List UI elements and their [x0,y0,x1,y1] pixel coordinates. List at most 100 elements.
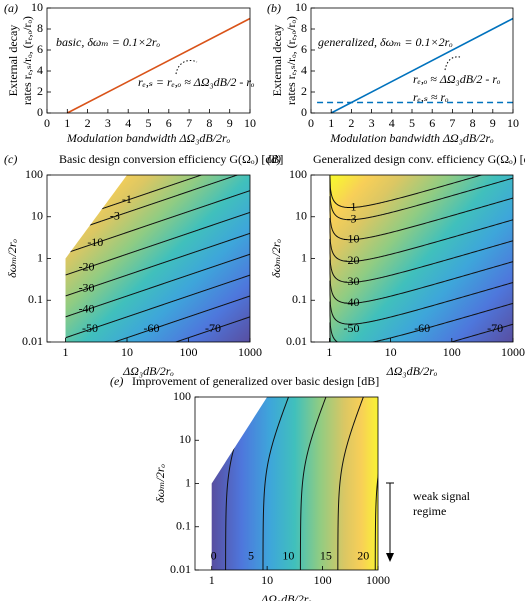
contour-label: -40 [344,295,360,309]
y-tick-label: 0.01 [170,562,191,576]
contour-line [65,232,250,297]
y-tick-label: 0.1 [176,519,191,533]
contour-line [374,397,378,570]
y-tick-label: 0.01 [286,334,307,348]
contour-line [329,259,513,304]
heatmap [211,397,378,570]
contour-label: -1 [122,192,132,206]
y-axis-label: δωₘ/2rₒ [153,464,167,503]
x-tick-label: 5 [409,116,415,130]
x-axis-label: ΔΩ₃dB/2rₒ [386,364,438,378]
contour-line [65,295,250,342]
y-axis-label: External decay [270,25,284,97]
x-tick-label: 3 [105,116,111,130]
x-axis-label: ΔΩ₃dB/2rₒ [122,364,174,378]
x-tick-label: 9 [490,116,496,130]
chart-title: Generalized design conv. efficiency G(Ωₒ… [313,152,525,166]
contour-line [299,397,327,570]
y-tick-label: 100 [25,167,43,181]
y-tick-label: 1 [37,250,43,264]
x-tick-label: 1 [209,573,215,587]
chart-title: Basic design conversion efficiency G(Ωₒ)… [59,152,283,166]
x-tick-label: 1 [326,345,332,359]
contour-line [329,217,513,262]
plot-frame [46,7,251,114]
x-tick-label: 5 [146,116,152,130]
x-tick-label: 4 [125,116,131,130]
x-tick-label: 1 [63,345,69,359]
annotation: basic, δωₘ = 0.1×2rₒ [56,35,161,49]
panel-label: (a) [4,1,18,15]
x-tick-label: 6 [166,116,172,130]
x-tick-label: 1000 [238,345,262,359]
y-tick-label: 10 [31,0,43,14]
x-tick-label: 7 [186,116,192,130]
contour-line [65,175,250,234]
contour-label: -70 [487,321,503,335]
contour-label: -10 [344,231,360,245]
contour-label: -50 [344,321,360,335]
x-tick-label: 6 [429,116,435,130]
x-tick-label: 1000 [501,345,525,359]
contour-label: -30 [79,281,95,295]
contour-label: -60 [414,321,430,335]
y-tick-label: 1 [185,475,191,489]
y-tick-label: 6 [37,42,43,56]
x-tick-label: 10 [261,573,273,587]
contour-label: -20 [79,260,95,274]
contour-line [65,211,250,276]
annotation: rₑ,ₛ ≈ rₒ [413,90,449,104]
contour-label: 20 [357,549,369,563]
contour-label: -20 [344,253,360,267]
x-tick-label: 4 [389,116,395,130]
contour-line [65,190,250,254]
y-tick-label: 6 [301,42,307,56]
annotation: rₑ,ₛ = rₑ,ₒ ≈ ΔΩ₃dB/2 - rₒ [138,75,255,89]
y-tick-label: 8 [37,21,43,35]
y-tick-label: 1 [301,250,307,264]
panel-label: (d) [267,152,281,166]
x-tick-label: 10 [244,116,256,130]
plot-frame [310,7,514,114]
contour-label: 5 [248,549,254,563]
contour-line [65,274,250,339]
x-tick-label: 10 [385,345,397,359]
y-axis-label: rates rₑ,ₛ/rₒ, (rₑ,ₒ/rₒ) [20,16,34,105]
chart-title: Improvement of generalized over basic de… [132,374,379,388]
arrow-head [386,553,394,562]
contour-label: -3 [110,208,120,222]
annotation: rₑ,ₒ ≈ ΔΩ₃dB/2 - rₒ [413,72,501,86]
line [66,17,251,114]
y-tick-label: 0.1 [28,292,43,306]
y-tick-label: 2 [301,84,307,98]
y-axis-label: δωₘ/2rₒ [269,239,283,278]
y-tick-label: 10 [295,0,307,14]
x-tick-label: 2 [348,116,354,130]
panel-label: (b) [267,1,281,15]
contour-line [65,253,250,318]
x-axis-label: Modulation bandwidth ΔΩ₃dB/2rₒ [329,131,494,145]
contour-line [65,316,250,342]
contour-line [329,175,513,209]
heatmap [65,175,250,342]
contour-line [329,176,513,221]
y-tick-label: 4 [37,63,43,77]
contour-label: -1 [347,199,357,213]
contour-label: -70 [205,321,221,335]
y-axis-label: δωₘ/2rₒ [5,239,19,278]
contour-line [262,397,289,570]
contour-line [337,397,364,570]
y-tick-label: 10 [295,209,307,223]
contour-label: -40 [79,301,95,315]
contour-line [329,322,513,342]
x-tick-label: 8 [470,116,476,130]
y-tick-label: 0.01 [22,334,43,348]
contour-line [329,196,513,241]
x-tick-label: 7 [449,116,455,130]
x-tick-label: 1 [328,116,334,130]
x-tick-label: 100 [314,573,332,587]
contour-label: -30 [344,274,360,288]
y-tick-label: 0 [301,105,307,119]
y-tick-label: 100 [289,167,307,181]
